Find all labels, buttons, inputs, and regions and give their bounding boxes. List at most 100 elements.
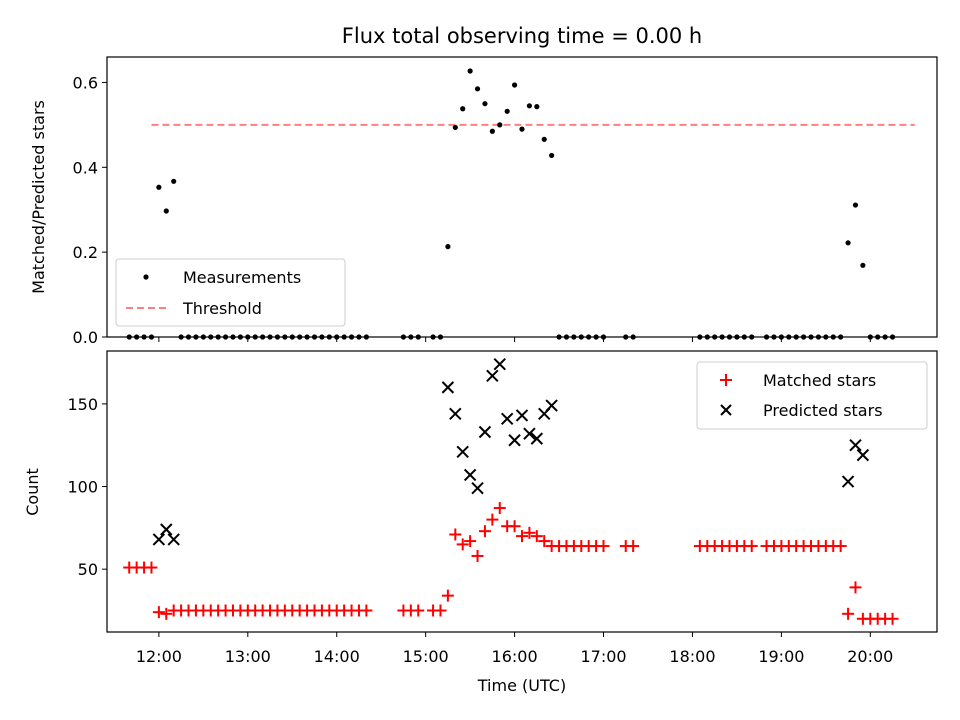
matched-star-point [886,612,899,625]
matched-star-point [516,530,528,543]
matched-star-point [152,606,165,619]
matched-star-point [360,604,373,617]
bottom-y-tick-label: 50 [78,560,98,579]
matched-star-point [627,540,640,553]
matched-star-point [538,535,551,548]
measurement-point [541,136,547,142]
measurement-point [860,262,866,268]
measurement-point [445,244,451,250]
x-axis-label: Time (UTC) [477,676,566,695]
measurement-point [526,103,533,109]
measurement-point [474,86,481,92]
predicted-star-point [471,481,484,495]
legend-measurements-label: Measurements [183,268,301,287]
legend-matched-label: Matched stars [763,371,876,390]
top-legend-box [115,258,346,327]
matched-star-point [530,530,543,543]
predicted-star-stroke [545,399,558,412]
predicted-star-stroke [471,481,484,495]
predicted-star-point [486,369,499,383]
predicted-star-point [449,407,462,421]
bottom-y-axis-label: Count [23,468,42,516]
legend-threshold-label: Threshold [182,299,262,318]
predicted-star-stroke [160,523,173,536]
matched-star-point [412,604,425,617]
measurement-point [489,128,495,134]
predicted-star-point [478,425,492,439]
predicted-star-stroke [856,448,870,462]
matched-star-point [834,540,847,553]
predicted-star-point [508,434,521,447]
predicted-star-stroke [530,432,544,445]
predicted-star-point [441,381,455,394]
predicted-star-point [167,533,180,546]
predicted-star-point [849,439,862,452]
matched-star-point [145,561,158,574]
top-legend: Measurements Threshold [115,258,346,327]
bottom-legend-box [696,361,928,430]
predicted-star-stroke [486,369,499,383]
matched-star-point [842,607,855,620]
measurement-point [511,82,518,88]
predicted-star-stroke [449,407,462,421]
predicted-star-point [545,399,558,412]
x-tick-label: 13:00 [225,647,271,666]
legend-predicted-marker [720,404,732,416]
top-y-tick-label: 0.6 [73,73,98,92]
bottom-legend: Matched stars Predicted stars [696,361,928,430]
predicted-star-point [463,468,477,482]
top-y-tick-label: 0.4 [73,158,98,177]
legend-matched-marker [720,374,732,386]
matched-star-point [493,502,506,515]
predicted-star-stroke [515,409,529,422]
matched-star-point [434,604,447,617]
predicted-star-stroke [441,381,455,394]
bottom-y-tick-label: 150 [67,395,98,414]
x-tick-label: 12:00 [136,647,182,666]
x-tick-label: 19:00 [758,647,804,666]
x-tick-label: 16:00 [492,647,538,666]
matched-star-point [849,581,862,594]
predicted-star-point [160,523,173,536]
top-y-axis-label: Matched/Predicted stars [29,100,48,294]
predicted-star-stroke [456,445,469,459]
predicted-star-point [856,448,870,462]
measurement-point [460,106,466,112]
predicted-star-stroke [463,468,477,482]
matched-star-point [456,538,469,551]
top-y-tick-label: 0.2 [73,243,98,262]
measurement-point [845,240,851,246]
matched-star-point [597,540,610,553]
bottom-plot-frame [106,350,938,633]
predicted-star-point [500,412,514,425]
predicted-star-stroke [523,427,536,440]
measurement-point [163,208,169,214]
predicted-star-stroke [152,533,166,546]
x-tick-label: 15:00 [403,647,449,666]
legend-predicted-label: Predicted stars [763,401,883,420]
measurement-point [171,178,177,184]
matched-star-point [160,607,173,620]
matched-star-point [745,540,758,553]
predicted-star-stroke [478,425,492,439]
predicted-star-stroke [841,475,855,488]
measurement-point [482,101,488,107]
legend-measurements-marker [143,274,149,280]
x-tick-label: 20:00 [847,647,893,666]
measurement-point [467,68,473,74]
x-tick-label: 14:00 [314,647,360,666]
measurement-point [504,108,510,114]
x-tick-label: 17:00 [580,647,626,666]
predicted-star-stroke [849,439,862,452]
measurement-point [452,124,458,131]
x-tick-label: 18:00 [669,647,715,666]
matched-star-point [478,525,491,538]
matched-star-point [523,526,536,539]
predicted-star-point [152,533,166,546]
predicted-star-stroke [500,412,514,425]
chart-title: Flux total observing time = 0.00 h [342,24,702,48]
predicted-star-stroke [167,533,180,546]
matched-star-point [441,589,454,602]
measurement-point [497,122,503,128]
